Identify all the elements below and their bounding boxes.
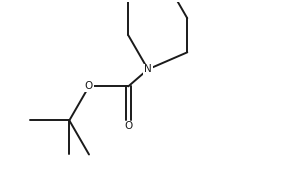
Text: O: O (85, 81, 93, 91)
Text: N: N (144, 64, 152, 74)
Text: O: O (124, 121, 132, 131)
